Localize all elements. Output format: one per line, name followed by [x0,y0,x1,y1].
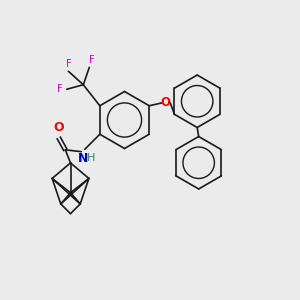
Text: F: F [89,55,94,65]
Text: N: N [78,152,88,165]
Text: F: F [65,59,71,69]
Text: H: H [87,153,96,163]
Text: O: O [53,121,64,134]
Text: F: F [57,84,62,94]
Text: O: O [161,96,171,109]
